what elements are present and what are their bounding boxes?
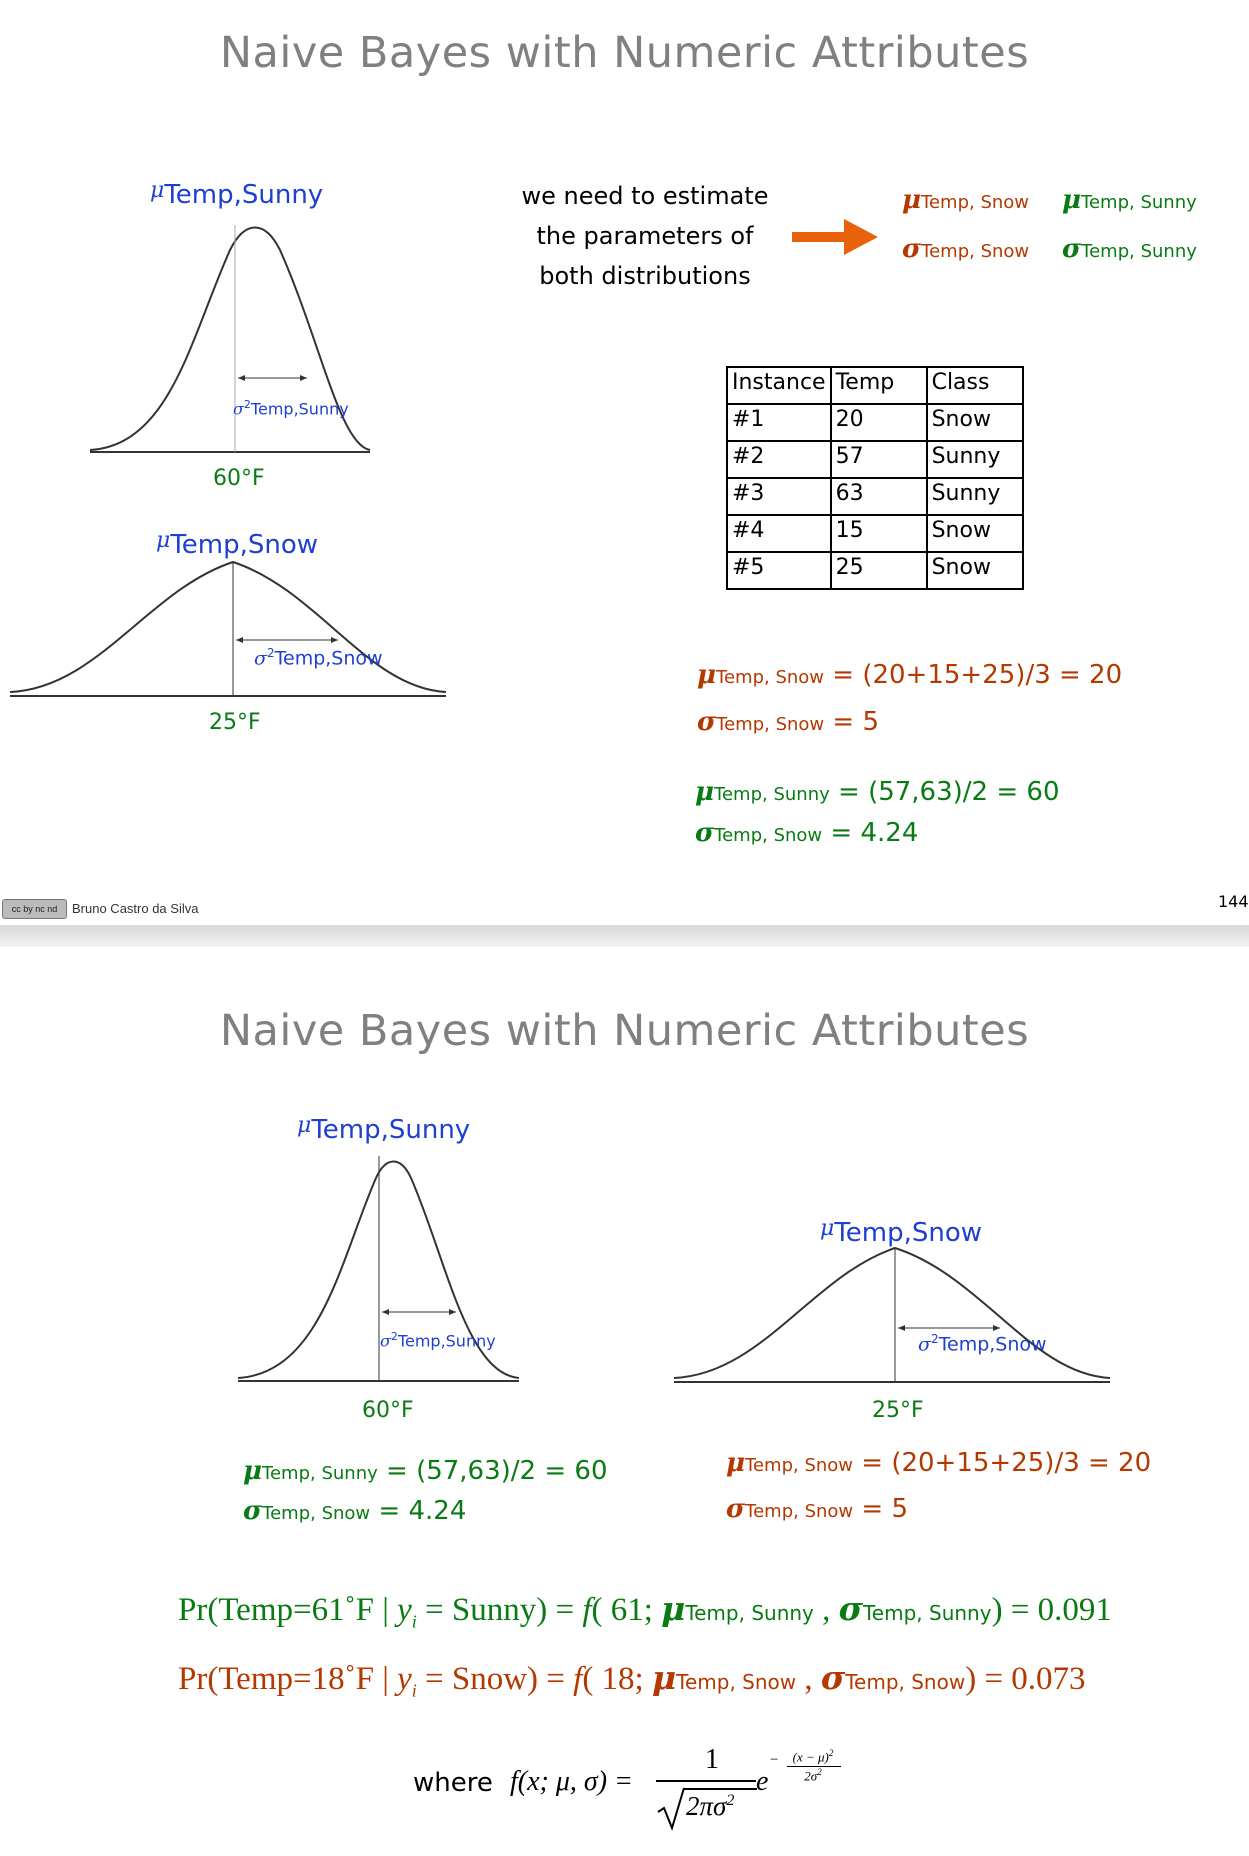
formula-denominator: 2πσ2 [686,1791,735,1821]
table-row: #1 20 Snow [726,403,1024,442]
slide1-calc-sigma-sunny: σTemp, Snow = 4.24 [695,818,919,848]
slide1-param-mu-sunny: μTemp, Sunny [1062,185,1197,215]
slide1-calc-mu-sunny: μTemp, Sunny = (57,63)/2 = 60 [695,777,1060,807]
slide2-prob-sunny: Pr(Temp=61˚F | yi = Sunny) = f( 61; μTem… [178,1589,1112,1632]
slide1-title: Naive Bayes with Numeric Attributes [219,28,1030,78]
slide2-prob-snow: Pr(Temp=18˚F | yi = Snow) = f( 18; μTemp… [178,1658,1086,1701]
slide1-snow-temp-label: 25°F [209,710,261,735]
formula-fraction-bar [656,1780,756,1782]
slide2-snow-gaussian-curve [673,1246,1111,1383]
slide1-data-table: Instance Temp Class #1 20 Snow #2 57 Sun… [726,366,1024,590]
slide2-sunny-temp-label: 60°F [362,1398,414,1423]
table-cell: #2 [726,440,832,479]
formula-lhs: f(x; μ, σ) = [510,1766,633,1797]
slide1-calc-mu-snow: μTemp, Snow = (20+15+25)/3 = 20 [697,660,1123,690]
square-root-icon [657,1787,685,1832]
slide1-param-sigma-snow: σTemp, Snow [902,234,1030,264]
table-header-cell: Temp [829,366,928,405]
table-row: #3 63 Sunny [726,477,1024,516]
table-cell: #5 [726,551,832,590]
sqrt-overline [683,1788,757,1790]
table-cell: #1 [726,403,832,442]
table-header-cell: Class [925,366,1024,405]
table-cell: 15 [829,514,928,553]
table-cell: #3 [726,477,832,516]
page-number: 144 [1218,892,1249,911]
slide2-calc-mu-sunny: μTemp, Sunny = (57,63)/2 = 60 [243,1456,608,1486]
table-cell: Snow [925,514,1024,553]
formula-exp-fraction-bar [787,1766,841,1767]
slide2-snow-sigma-label: σ2Temp,Snow [918,1332,1047,1356]
slide1-sunny-mu-label: μTemp,Sunny [150,178,324,210]
slide1-sunny-gaussian-curve [89,225,371,453]
table-cell: 25 [829,551,928,590]
table-row: #4 15 Snow [726,514,1024,553]
slide2-calc-sigma-snow: σTemp, Snow = 5 [726,1494,909,1524]
slide1-sunny-temp-label: 60°F [213,466,265,491]
table-row: #5 25 Snow [726,551,1024,590]
table-header-row: Instance Temp Class [726,366,1024,405]
footer-author: Bruno Castro da Silva [72,901,199,916]
slide1-calc-sigma-snow: σTemp, Snow = 5 [697,707,880,737]
slide2-calc-sigma-sunny: σTemp, Snow = 4.24 [243,1496,467,1526]
slide2-snow-temp-label: 25°F [872,1398,924,1423]
license-badge: cc by nc nd [2,899,67,919]
formula-exp-minus: − [770,1752,779,1768]
slide-separator [0,925,1249,947]
table-cell: Sunny [925,477,1024,516]
slide2-title: Naive Bayes with Numeric Attributes [219,1006,1030,1056]
table-row: #2 57 Sunny [726,440,1024,479]
arrow-right-icon [792,219,878,255]
table-cell: Snow [925,403,1024,442]
table-cell: Sunny [925,440,1024,479]
formula-numerator: 1 [705,1744,719,1775]
formula-exp-denominator: 2σ2 [804,1767,822,1784]
slide1-param-sigma-sunny: σTemp, Sunny [1062,234,1197,264]
slide1-snow-sigma-label: σ2Temp,Snow [254,646,383,670]
slide1-snow-mu-label: μTemp,Snow [156,528,319,560]
slide1-snow-gaussian-curve [9,560,447,697]
table-cell: #4 [726,514,832,553]
slide2-sunny-mu-label: μTemp,Sunny [297,1113,471,1145]
slide1-sunny-sigma-label: σ2Temp,Sunny [233,398,349,419]
formula-exp-numerator: (x − μ)2 [792,1748,834,1765]
table-cell: 20 [829,403,928,442]
table-header-cell: Instance [726,366,832,405]
slide2-snow-mu-label: μTemp,Snow [820,1216,983,1248]
slide2-calc-mu-snow: μTemp, Snow = (20+15+25)/3 = 20 [726,1448,1152,1478]
table-cell: 63 [829,477,928,516]
slide1-explanation: we need to estimate the parameters of bo… [521,182,769,290]
slide1-param-mu-snow: μTemp, Snow [902,185,1030,215]
table-cell: Snow [925,551,1024,590]
formula-e: e [756,1766,769,1797]
slide2-sunny-sigma-label: σ2Temp,Sunny [380,1330,496,1351]
table-cell: 57 [829,440,928,479]
formula-where: where [413,1768,493,1798]
slide2-sunny-gaussian-curve [237,1156,520,1382]
